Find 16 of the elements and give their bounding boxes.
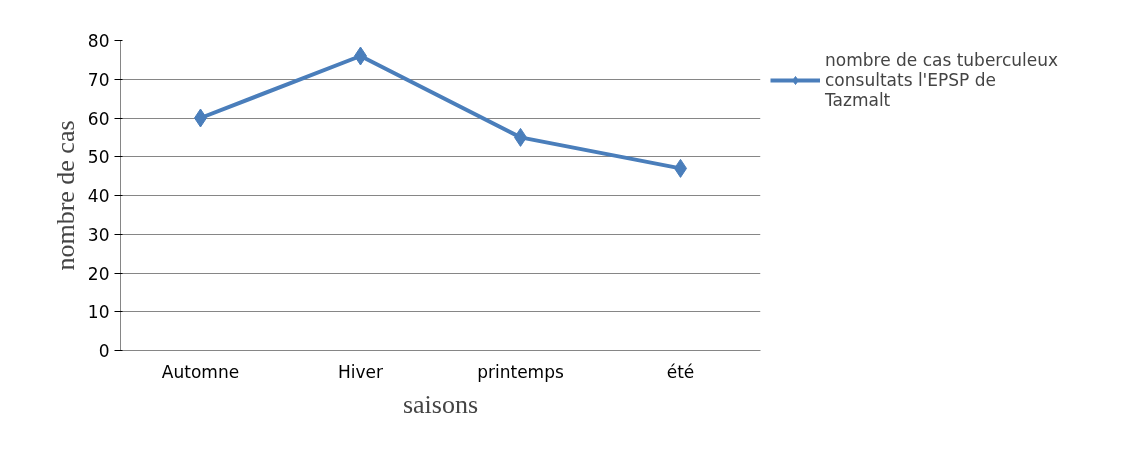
y-tick-label: 10 bbox=[87, 302, 110, 323]
legend-label: nombre de cas tuberculeux consultats l'EPSP de Tazmalt bbox=[825, 50, 1059, 110]
y-tick-label: 60 bbox=[87, 108, 110, 129]
y-tick-label: 30 bbox=[87, 224, 110, 245]
y-tick-label: 80 bbox=[87, 31, 110, 51]
y-tick-label: 0 bbox=[98, 341, 110, 361]
x-tick-label: été bbox=[666, 361, 695, 382]
x-axis-title: saisons bbox=[402, 389, 479, 419]
x-tick-label: printemps bbox=[477, 361, 564, 382]
x-tick-label: Automne bbox=[161, 361, 240, 382]
y-tick-label: 20 bbox=[87, 263, 110, 284]
y-tick-label: 50 bbox=[87, 147, 110, 168]
y-tick-label: 70 bbox=[87, 69, 110, 90]
y-axis-title: nombre de cas bbox=[50, 120, 80, 271]
x-tick-label: Hiver bbox=[337, 361, 384, 382]
y-tick-label: 40 bbox=[87, 186, 110, 206]
